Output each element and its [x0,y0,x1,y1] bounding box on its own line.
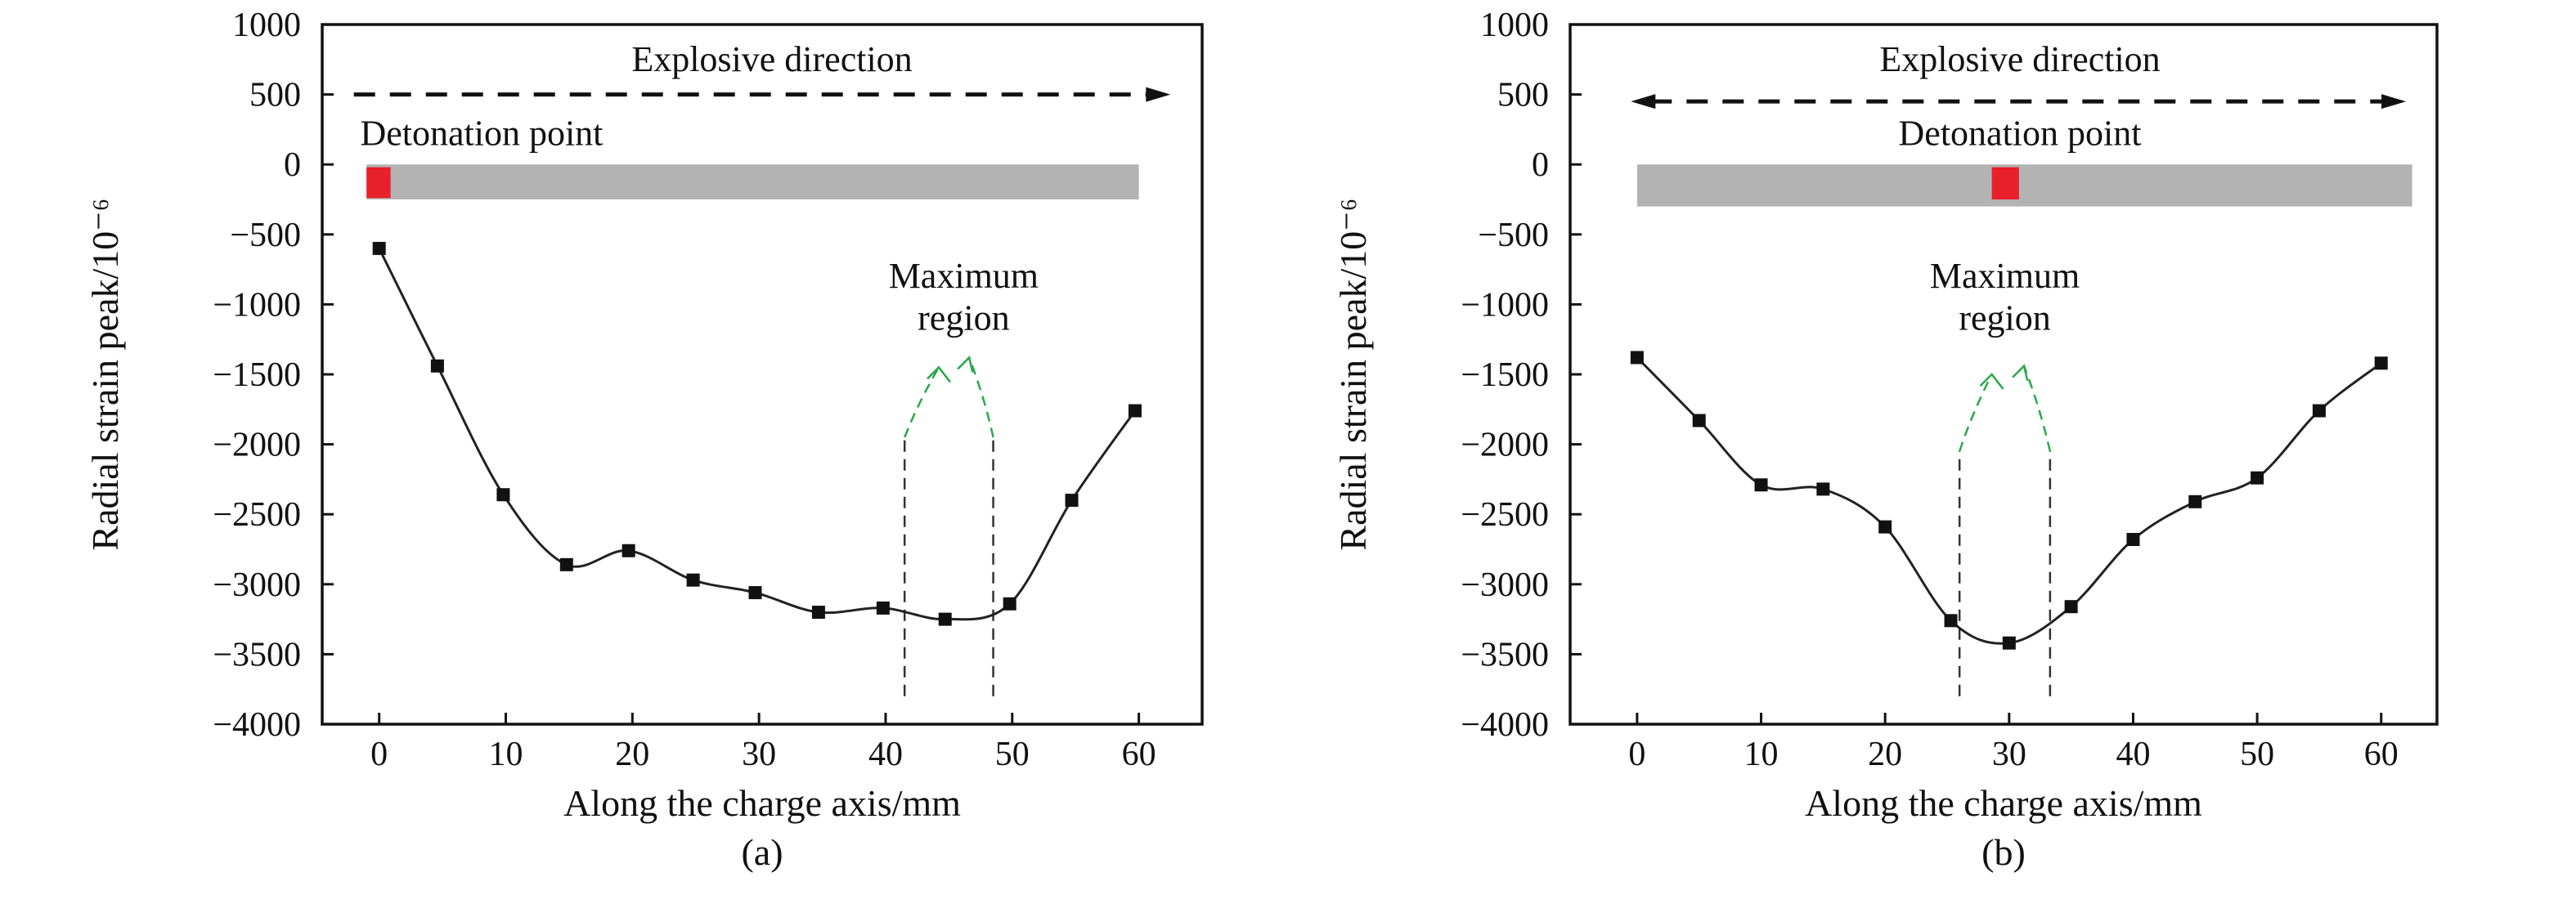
x-tick-label: 30 [742,736,776,773]
panel-label: (a) [741,831,783,873]
x-tick-label: 20 [1868,736,1902,773]
y-tick-label: −3000 [213,566,301,604]
y-tick-label: 1000 [1480,7,1549,44]
data-point [1816,482,1830,496]
y-tick-label: −500 [1478,217,1549,254]
x-tick-label: 50 [2240,736,2274,773]
y-tick-label: −500 [230,217,301,254]
chart-panel-b: Explosive direction Detonation point Maxim… [1332,7,2439,873]
data-point [811,606,825,620]
data-point [1754,478,1768,492]
charge-bar [1636,164,2412,207]
data-point [1944,614,1958,628]
y-axis-label: Radial strain peak/10⁻⁶ [84,198,126,550]
data-point [876,601,890,615]
data-point [1878,520,1892,534]
arrowhead-green-icon [2012,364,2029,382]
arrowhead-green-icon [957,355,974,373]
y-tick-label: −2000 [213,427,301,464]
data-point [1065,494,1079,508]
data-point [1692,414,1706,427]
x-axis-label: Along the charge axis/mm [563,782,961,824]
data-point [559,557,573,571]
data-point [2188,495,2202,508]
data-point [496,488,510,502]
data-point [1128,404,1142,418]
x-axis-label: Along the charge axis/mm [1805,782,2202,824]
x-tick-label: 10 [1744,736,1779,773]
data-point [1003,597,1016,611]
data-point [686,573,700,587]
y-tick-label: −3500 [1461,636,1549,674]
y-tick-label: −3000 [1461,566,1549,604]
y-tick-label: 1000 [232,7,301,44]
maximum-label-line2: region [1959,298,2050,338]
maximum-region-arrow [967,357,994,438]
data-point [2251,471,2264,485]
maximum-label-line2: region [918,298,1009,338]
x-tick-label: 20 [615,736,649,773]
data-point [622,544,635,557]
direction-label: Explosive direction [631,39,912,79]
series-curve [378,248,1137,621]
y-tick-label: 0 [284,146,301,184]
maximum-label-line1: Maximum [1930,256,2080,296]
x-tick-label: 10 [488,736,523,773]
arrowhead-right-icon [1146,87,1171,102]
x-tick-label: 50 [995,736,1030,773]
data-point [2064,600,2078,614]
data-point [430,359,444,373]
arrowhead-green-icon [1979,373,2004,390]
x-tick-label: 0 [1628,736,1645,773]
y-tick-label: 0 [1532,146,1549,184]
x-tick-label: 40 [2116,736,2150,773]
detonation-point-marker [1991,167,2019,199]
x-tick-label: 30 [1992,736,2026,773]
detonation-label: Detonation point [1899,114,2142,154]
arrowhead-green-icon [927,365,951,383]
panel-label: (b) [1981,831,2026,873]
arrowhead-left-icon [1631,94,1656,110]
maximum-label-line1: Maximum [889,256,1039,296]
maximum-region-arrow [904,366,940,438]
data-point [938,612,952,626]
charge-bar [366,164,1139,199]
y-axis-label: Radial strain peak/10⁻⁶ [1332,198,1374,550]
data-point [2002,636,2016,650]
y-tick-label: −2500 [213,496,301,534]
y-tick-label: −1500 [213,356,301,394]
y-tick-label: 500 [249,77,301,114]
y-tick-label: −4000 [213,706,301,744]
data-point [1630,351,1644,365]
detonation-label: Detonation point [360,114,603,154]
x-tick-label: 40 [868,736,903,773]
maximum-region-arrow [2022,365,2052,452]
x-tick-label: 60 [2364,736,2399,773]
data-point [2312,404,2326,418]
y-tick-label: 500 [1497,77,1549,114]
data-point [372,241,386,255]
detonation-point-marker [366,167,391,199]
direction-label: Explosive direction [1879,39,2160,79]
chart-panel-a: Explosive direction Detonation point Maxim… [84,7,1204,873]
data-point [2374,356,2388,370]
y-tick-label: −2000 [1461,427,1549,464]
series-curve [1636,356,2382,645]
data-point [2126,533,2140,547]
maximum-region-arrow [1958,374,1993,452]
x-tick-label: 0 [370,736,388,773]
arrowhead-right-icon [2381,94,2407,110]
data-point [748,586,762,600]
y-tick-label: −2500 [1461,496,1549,534]
y-tick-label: −1000 [213,286,301,324]
y-tick-label: −4000 [1461,706,1549,744]
x-tick-label: 60 [1122,736,1156,773]
y-tick-label: −3500 [213,636,301,674]
y-tick-label: −1500 [1461,356,1549,394]
y-tick-label: −1000 [1461,286,1549,324]
